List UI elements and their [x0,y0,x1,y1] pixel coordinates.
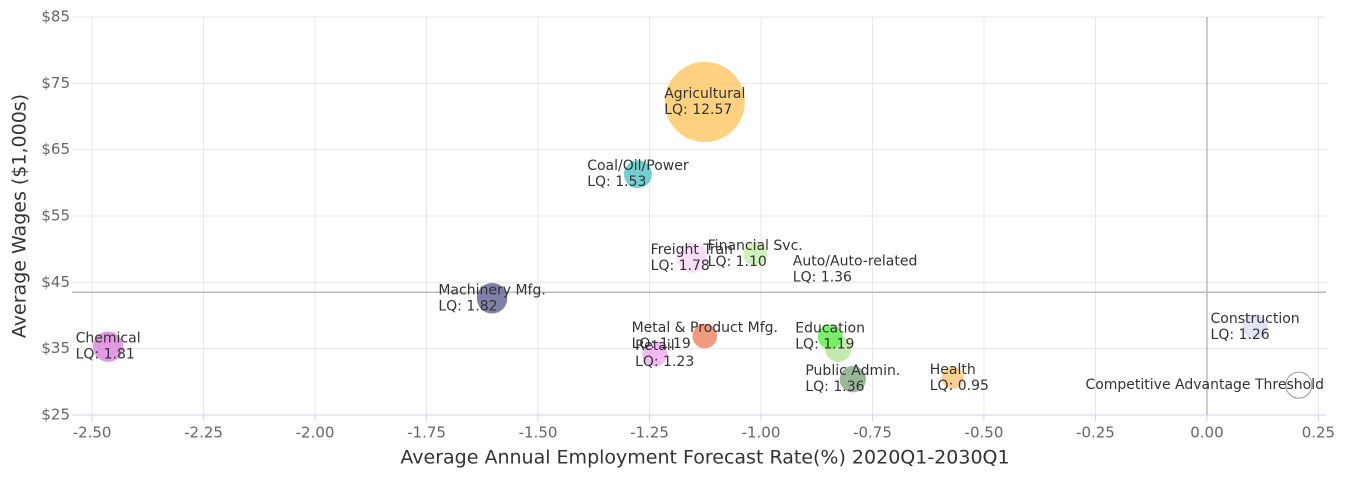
bubble [1242,314,1268,340]
x-tick-label: 0.00 [1190,424,1223,442]
bubble-label: Auto/Auto-related [793,254,918,270]
bubble-lq-label: LQ: 12.57 [664,102,732,118]
bubble [676,242,707,273]
bubble [692,323,718,349]
bubble-label: Chemical [76,331,141,347]
bubble-label: Education [795,321,865,337]
x-tick-label: -0.75 [853,424,892,442]
bubble-label: Metal & Product Mfg. [632,320,778,336]
bubble-lq-label: LQ: 1.36 [805,379,864,395]
x-tick-label: -2.00 [296,424,335,442]
bubble [817,324,843,350]
bubble-lq-label: LQ: 1.81 [76,347,135,363]
bubble-label: Coal/Oil/Power [587,158,689,174]
y-tick-label: $25 [41,406,70,424]
bubble-label: Competitive Advantage Threshold [1085,377,1324,393]
y-tick-label: $35 [41,339,70,357]
bubble-lq-label: LQ: 1.53 [587,174,646,190]
bubble [941,366,964,389]
y-tick-label: $65 [41,140,70,158]
x-tick-label: -0.50 [965,424,1004,442]
bubble-lq-label: LQ: 1.10 [708,254,767,270]
bubble-label: Retail [635,338,675,354]
bubble [1285,371,1313,399]
x-tick-label: -1.00 [742,424,781,442]
bubble-label: Agricultural [664,86,745,102]
x-tick-label: -1.25 [630,424,669,442]
bubble-lq-label: LQ: 1.26 [1211,327,1270,343]
bubble-lq-label: LQ: 1.36 [793,270,852,286]
x-tick-label: -2.50 [73,424,112,442]
bubble [476,283,508,314]
bubble-lq-label: LQ: 1.78 [651,258,710,274]
bubble-label: Construction [1211,311,1300,327]
bubble-label: Public Admin. [805,363,900,379]
x-tick-label: -1.75 [407,424,446,442]
bubble-label: Machinery Mfg. [438,282,545,298]
x-tick-label: -1.50 [519,424,558,442]
bubble [664,61,745,142]
x-tick-label: -0.25 [1076,424,1115,442]
y-tick-label: $55 [41,207,70,225]
bubble-lq-label: LQ: 1.23 [635,354,694,370]
x-tick-label: 0.25 [1302,424,1335,442]
bubble-lq-label: LQ: 1.82 [438,298,497,314]
y-tick-label: $45 [41,273,70,291]
bubble [642,341,668,367]
y-tick-label: $75 [41,74,70,92]
bubble-label: Freight Tran [651,242,733,258]
y-axis-title: Average Wages ($1,000s) [9,94,31,338]
bubble-lq-label: LQ: 1.19 [795,337,854,353]
bubble [623,160,652,189]
bubble-label: Financial Svc. [708,238,803,254]
y-tick-label: $85 [41,8,70,26]
bubble-label: Health [930,362,976,378]
x-tick-label: -2.25 [184,424,223,442]
bubble [92,331,124,362]
bubble-lq-label: LQ: 0.95 [930,378,989,394]
bubble-lq-label: LQ: 1.19 [632,336,691,352]
x-axis-title: Average Annual Employment Forecast Rate(… [400,447,1009,469]
bubble [743,241,768,266]
bubble [839,366,867,393]
